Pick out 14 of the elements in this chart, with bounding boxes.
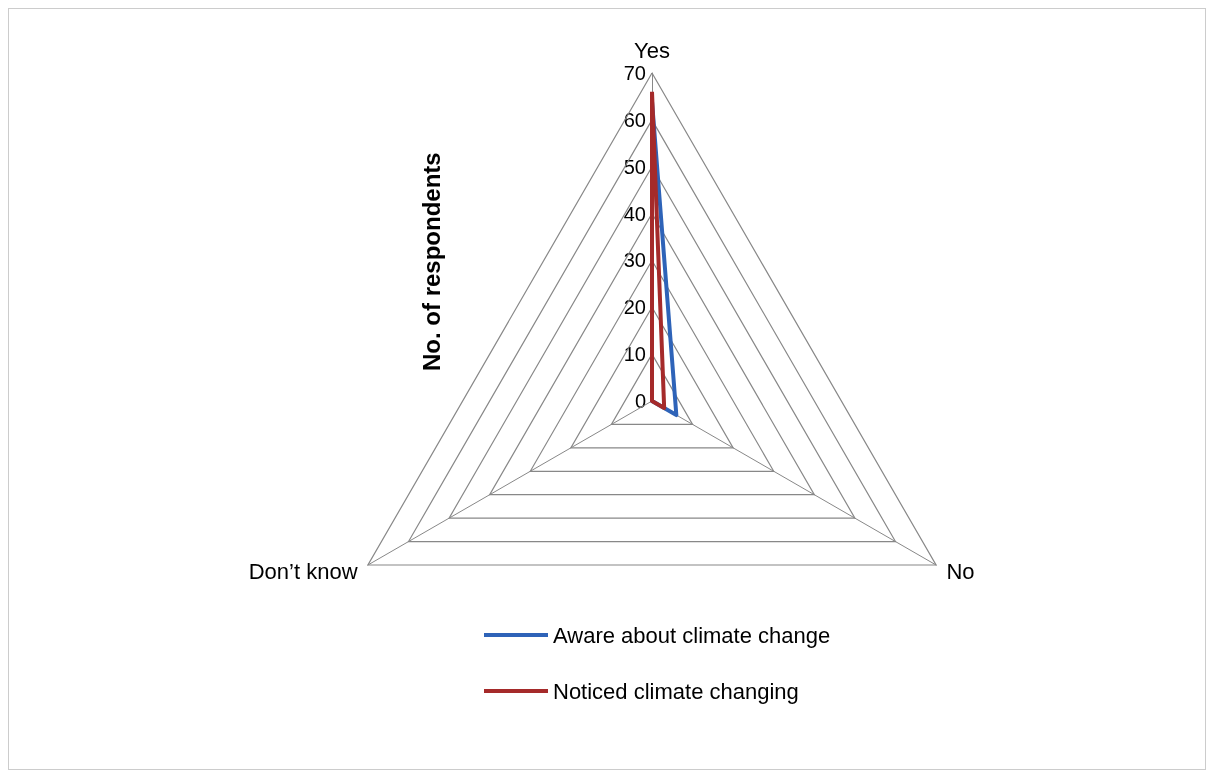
y-tick-label: 50 bbox=[623, 155, 646, 178]
y-tick-label: 60 bbox=[623, 108, 646, 131]
legend-label: Aware about climate change bbox=[553, 622, 831, 648]
text: No. of respondents bbox=[417, 152, 445, 371]
y-tick-label: 0 bbox=[634, 390, 646, 412]
y-tick-label: 70 bbox=[623, 62, 646, 84]
y-tick-label: 20 bbox=[623, 296, 646, 319]
y-tick-label: 40 bbox=[623, 202, 646, 225]
y-tick-label: 10 bbox=[623, 343, 646, 366]
y-tick-label: 30 bbox=[623, 249, 646, 272]
spoke-label: No bbox=[946, 558, 975, 584]
spoke-label: Don’t know bbox=[248, 558, 358, 584]
legend-label: Noticed climate changing bbox=[553, 678, 799, 704]
spoke-label: Yes bbox=[634, 37, 670, 63]
